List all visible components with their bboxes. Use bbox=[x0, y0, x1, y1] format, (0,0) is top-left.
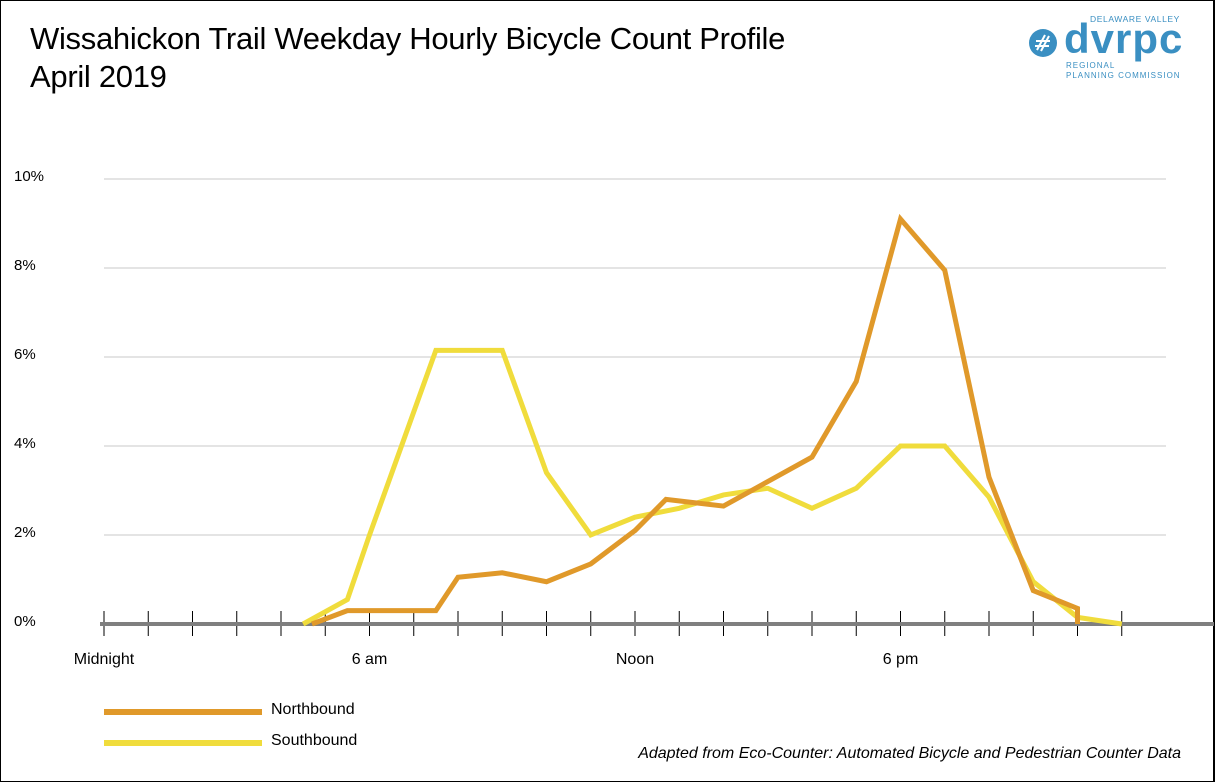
source-note: Adapted from Eco-Counter: Automated Bicy… bbox=[638, 745, 1181, 762]
series-line-southbound bbox=[301, 347, 1123, 627]
title-line-1: Wissahickon Trail Weekday Hourly Bicycle… bbox=[30, 21, 786, 56]
dvrpc-logo: DELAWARE VALLEY dvrpc REGIONAL PLANNING … bbox=[1028, 14, 1188, 84]
y-tick-label: 8% bbox=[14, 257, 36, 274]
chart-title: Wissahickon Trail Weekday Hourly Bicycle… bbox=[30, 20, 785, 96]
y-tick-label: 0% bbox=[14, 613, 36, 630]
legend-swatch-northbound bbox=[104, 709, 262, 715]
dvrpc-logo-mark-icon bbox=[1029, 29, 1057, 57]
legend-label-southbound: Southbound bbox=[271, 732, 358, 749]
legend-swatch-southbound bbox=[104, 740, 262, 746]
x-tick-label: Midnight bbox=[74, 651, 135, 668]
legend-label-northbound: Northbound bbox=[271, 701, 355, 718]
series-line-northbound bbox=[311, 213, 1080, 627]
logo-sub-line-1: REGIONAL bbox=[1066, 61, 1116, 70]
x-tick-label: Noon bbox=[616, 651, 654, 668]
y-tick-label: 10% bbox=[14, 168, 44, 185]
y-tick-label: 6% bbox=[14, 346, 36, 363]
logo-wordmark: dvrpc bbox=[1064, 15, 1184, 62]
logo-sub-line-2: PLANNING COMMISSION bbox=[1066, 71, 1181, 80]
x-tick-label: 6 am bbox=[352, 651, 388, 668]
logo-subtitle: REGIONAL PLANNING COMMISSION bbox=[1066, 61, 1181, 81]
y-tick-label: 4% bbox=[14, 435, 36, 452]
y-tick-label: 2% bbox=[14, 524, 36, 541]
x-tick-label: 6 pm bbox=[883, 651, 919, 668]
title-line-2: April 2019 bbox=[30, 59, 167, 94]
logo-top-text: DELAWARE VALLEY bbox=[1090, 14, 1180, 24]
